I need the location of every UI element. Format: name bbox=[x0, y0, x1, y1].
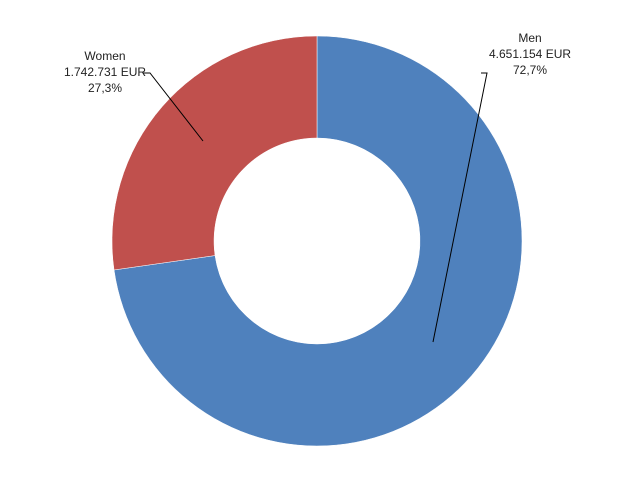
leader-line-women bbox=[143, 72, 204, 142]
data-label-women-name: Women bbox=[84, 49, 126, 63]
slices-group bbox=[111, 35, 523, 447]
slice-women bbox=[111, 35, 318, 271]
data-label-men-name: Men bbox=[518, 31, 542, 45]
data-label-men: Men 4.651.154 EUR 72,7% bbox=[475, 30, 585, 78]
data-label-women-percent: 27,3% bbox=[87, 81, 123, 95]
data-label-women: Women 1.742.731 EUR 27,3% bbox=[50, 48, 160, 96]
data-label-women-value: 1.742.731 EUR bbox=[63, 65, 147, 79]
data-label-men-value: 4.651.154 EUR bbox=[488, 47, 572, 61]
data-label-men-percent: 72,7% bbox=[512, 63, 548, 77]
slice-men bbox=[113, 35, 523, 447]
leader-line-men bbox=[432, 72, 488, 343]
leader-lines-group bbox=[143, 72, 488, 343]
